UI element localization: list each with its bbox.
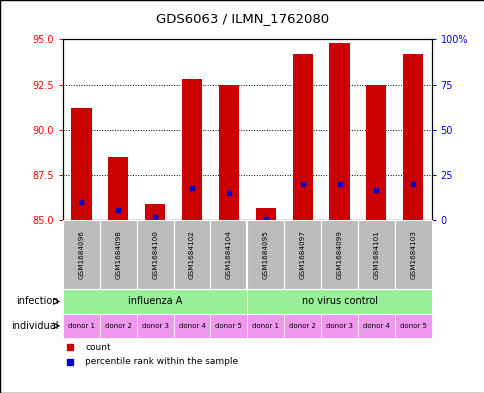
Bar [292, 54, 312, 220]
Text: GSM1684103: GSM1684103 [409, 230, 415, 279]
Bar [394, 314, 431, 338]
Bar [63, 314, 100, 338]
Bar [394, 220, 431, 289]
Text: GDS6063 / ILMN_1762080: GDS6063 / ILMN_1762080 [156, 12, 328, 25]
Bar [247, 314, 284, 338]
Text: no virus control: no virus control [301, 296, 377, 307]
Text: donor 1: donor 1 [252, 323, 279, 329]
Text: donor 2: donor 2 [288, 323, 316, 329]
Bar [284, 314, 320, 338]
Bar [71, 108, 91, 220]
Text: percentile rank within the sample: percentile rank within the sample [85, 357, 238, 366]
Bar [136, 314, 173, 338]
Bar [63, 289, 247, 314]
Text: GSM1684095: GSM1684095 [262, 230, 268, 279]
Text: donor 5: donor 5 [215, 323, 242, 329]
Bar [284, 220, 320, 289]
Bar [402, 54, 423, 220]
Bar [218, 84, 239, 220]
Text: GSM1684097: GSM1684097 [299, 230, 305, 279]
Text: GSM1684101: GSM1684101 [373, 230, 378, 279]
Bar [145, 204, 165, 220]
Text: donor 1: donor 1 [68, 323, 95, 329]
Text: donor 4: donor 4 [178, 323, 205, 329]
Text: count: count [85, 343, 110, 352]
Bar [63, 220, 100, 289]
Text: GSM1684104: GSM1684104 [226, 230, 231, 279]
Text: GSM1684096: GSM1684096 [78, 230, 84, 279]
Text: GSM1684099: GSM1684099 [336, 230, 342, 279]
Bar [182, 79, 202, 220]
Bar [329, 43, 349, 220]
Bar [210, 314, 247, 338]
Bar [247, 220, 284, 289]
Bar [173, 314, 210, 338]
Text: donor 3: donor 3 [141, 323, 168, 329]
Text: GSM1684100: GSM1684100 [152, 230, 158, 279]
Bar [247, 289, 431, 314]
Text: donor 3: donor 3 [325, 323, 352, 329]
Bar [108, 157, 128, 220]
Bar [320, 314, 357, 338]
Text: GSM1684102: GSM1684102 [189, 230, 195, 279]
Bar [136, 220, 173, 289]
Bar [255, 208, 275, 220]
Bar [320, 220, 357, 289]
Bar [357, 314, 394, 338]
Text: individual: individual [11, 321, 58, 331]
Text: infection: infection [15, 296, 58, 307]
Text: GSM1684098: GSM1684098 [115, 230, 121, 279]
Text: donor 4: donor 4 [362, 323, 389, 329]
Bar [210, 220, 247, 289]
Bar [100, 314, 136, 338]
Bar [173, 220, 210, 289]
Bar [100, 220, 136, 289]
Text: donor 2: donor 2 [105, 323, 132, 329]
Bar [365, 84, 386, 220]
Text: influenza A: influenza A [128, 296, 182, 307]
Text: donor 5: donor 5 [399, 323, 426, 329]
Bar [357, 220, 394, 289]
